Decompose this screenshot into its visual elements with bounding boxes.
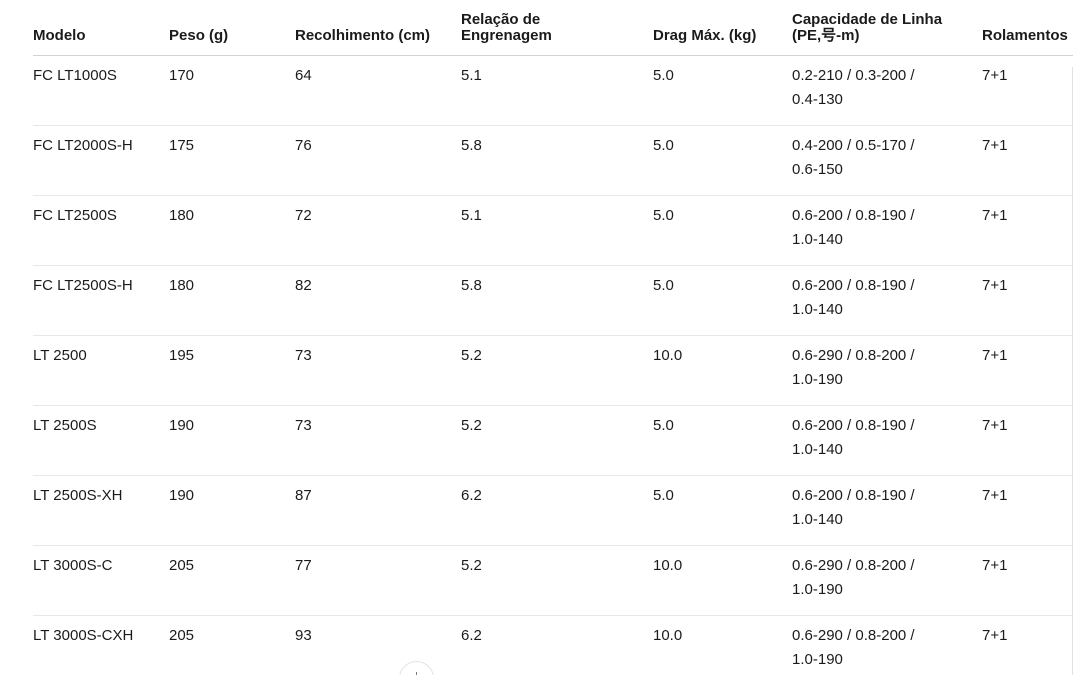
cell-model: LT 2500S-XH xyxy=(33,475,169,546)
specs-table-container: Modelo Peso (g) Recolhimento (cm) Relaçã… xyxy=(33,8,1075,675)
cell-drag: 5.0 xyxy=(653,125,792,196)
cell-bearings: 7+1 xyxy=(982,545,1073,616)
column-header-peso: Peso (g) xyxy=(169,8,295,56)
cell-retrieve: 64 xyxy=(295,55,461,126)
cell-gear: 5.8 xyxy=(461,125,653,196)
cell-gear: 6.2 xyxy=(461,475,653,546)
cell-weight: 175 xyxy=(169,125,295,196)
cell-drag: 5.0 xyxy=(653,405,792,476)
cell-retrieve: 73 xyxy=(295,405,461,476)
cell-bearings: 7+1 xyxy=(982,335,1073,406)
cell-drag: 5.0 xyxy=(653,265,792,336)
cell-model: LT 2500S xyxy=(33,405,169,476)
cell-gear: 5.1 xyxy=(461,195,653,266)
table-row: LT 2500 195 73 5.2 10.0 0.6-290 / 0.8-20… xyxy=(33,335,1073,406)
table-row: FC LT1000S 170 64 5.1 5.0 0.2-210 / 0.3-… xyxy=(33,55,1073,126)
cell-bearings: 7+1 xyxy=(982,195,1073,266)
cell-capacity: 0.2-210 / 0.3-200 / 0.4-130 xyxy=(792,55,982,126)
cell-weight: 180 xyxy=(169,195,295,266)
cell-capacity: 0.6-200 / 0.8-190 / 1.0-140 xyxy=(792,475,982,546)
cell-retrieve: 93 xyxy=(295,615,461,675)
table-row: LT 2500S 190 73 5.2 5.0 0.6-200 / 0.8-19… xyxy=(33,405,1073,476)
cell-drag: 10.0 xyxy=(653,615,792,675)
table-row: LT 2500S-XH 190 87 6.2 5.0 0.6-200 / 0.8… xyxy=(33,475,1073,546)
table-row: FC LT2500S 180 72 5.1 5.0 0.6-200 / 0.8-… xyxy=(33,195,1073,266)
cell-weight: 190 xyxy=(169,405,295,476)
column-header-rolamentos: Rolamentos xyxy=(982,8,1073,56)
cell-gear: 6.2 xyxy=(461,615,653,675)
cell-retrieve: 82 xyxy=(295,265,461,336)
column-header-relacao: Relação de Engrenagem xyxy=(461,8,653,56)
cell-retrieve: 77 xyxy=(295,545,461,616)
cell-model: FC LT2500S xyxy=(33,195,169,266)
cell-bearings: 7+1 xyxy=(982,475,1073,546)
cell-model: FC LT2000S-H xyxy=(33,125,169,196)
cell-drag: 10.0 xyxy=(653,545,792,616)
cell-drag: 5.0 xyxy=(653,195,792,266)
cell-drag: 5.0 xyxy=(653,55,792,126)
cell-model: FC LT2500S-H xyxy=(33,265,169,336)
cell-model: LT 3000S-C xyxy=(33,545,169,616)
column-header-recolhimento: Recolhimento (cm) xyxy=(295,8,461,56)
cell-model: LT 2500 xyxy=(33,335,169,406)
cell-capacity: 0.6-290 / 0.8-200 / 1.0-190 xyxy=(792,615,982,675)
cell-capacity: 0.6-200 / 0.8-190 / 1.0-140 xyxy=(792,265,982,336)
cell-capacity: 0.4-200 / 0.5-170 / 0.6-150 xyxy=(792,125,982,196)
cell-bearings: 7+1 xyxy=(982,265,1073,336)
table-row: LT 3000S-C 205 77 5.2 10.0 0.6-290 / 0.8… xyxy=(33,545,1073,616)
cell-gear: 5.1 xyxy=(461,55,653,126)
cell-capacity: 0.6-290 / 0.8-200 / 1.0-190 xyxy=(792,545,982,616)
table-right-border xyxy=(1072,67,1073,675)
column-header-modelo: Modelo xyxy=(33,8,169,56)
cell-retrieve: 72 xyxy=(295,195,461,266)
cell-capacity: 0.6-200 / 0.8-190 / 1.0-140 xyxy=(792,405,982,476)
table-row: FC LT2000S-H 175 76 5.8 5.0 0.4-200 / 0.… xyxy=(33,125,1073,196)
cell-bearings: 7+1 xyxy=(982,55,1073,126)
cell-weight: 195 xyxy=(169,335,295,406)
cell-gear: 5.8 xyxy=(461,265,653,336)
cell-drag: 10.0 xyxy=(653,335,792,406)
cell-weight: 170 xyxy=(169,55,295,126)
cell-drag: 5.0 xyxy=(653,475,792,546)
cell-retrieve: 87 xyxy=(295,475,461,546)
table-row: FC LT2500S-H 180 82 5.8 5.0 0.6-200 / 0.… xyxy=(33,265,1073,336)
cell-gear: 5.2 xyxy=(461,545,653,616)
column-header-drag: Drag Máx. (kg) xyxy=(653,8,792,56)
cell-retrieve: 73 xyxy=(295,335,461,406)
cell-model: FC LT1000S xyxy=(33,55,169,126)
cell-bearings: 7+1 xyxy=(982,125,1073,196)
cell-gear: 5.2 xyxy=(461,405,653,476)
specs-table: Modelo Peso (g) Recolhimento (cm) Relaçã… xyxy=(33,8,1073,675)
cell-weight: 180 xyxy=(169,265,295,336)
header-row: Modelo Peso (g) Recolhimento (cm) Relaçã… xyxy=(33,8,1073,56)
cell-capacity: 0.6-200 / 0.8-190 / 1.0-140 xyxy=(792,195,982,266)
cell-retrieve: 76 xyxy=(295,125,461,196)
cell-capacity: 0.6-290 / 0.8-200 / 1.0-190 xyxy=(792,335,982,406)
cell-weight: 205 xyxy=(169,545,295,616)
cell-model: LT 3000S-CXH xyxy=(33,615,169,675)
arrow-down-icon: ↓ xyxy=(413,668,421,675)
column-header-capacidade: Capacidade de Linha (PE,号-m) xyxy=(792,8,982,56)
cell-gear: 5.2 xyxy=(461,335,653,406)
cell-bearings: 7+1 xyxy=(982,405,1073,476)
cell-weight: 190 xyxy=(169,475,295,546)
table-row: LT 3000S-CXH 205 93 6.2 10.0 0.6-290 / 0… xyxy=(33,615,1073,675)
cell-bearings: 7+1 xyxy=(982,615,1073,675)
cell-weight: 205 xyxy=(169,615,295,675)
